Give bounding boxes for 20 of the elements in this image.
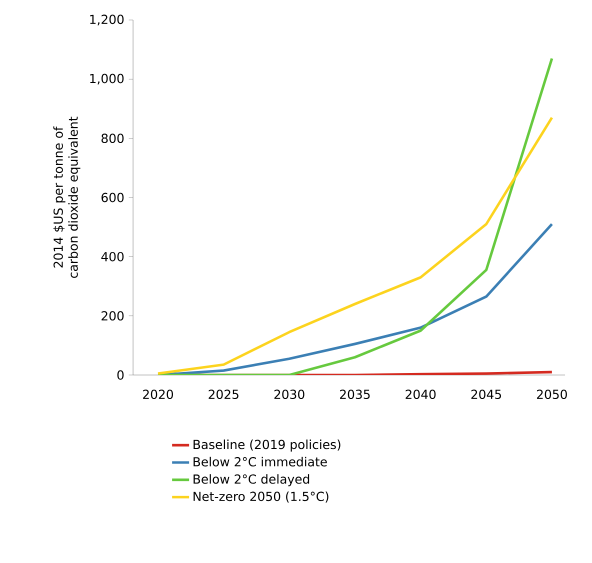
- y-tick-label: 1,000: [90, 74, 124, 85]
- legend-label: Below 2°C delayed: [194, 474, 310, 486]
- legend-label: Baseline (2019 policies): [194, 440, 340, 452]
- line-series: [156, 116, 554, 375]
- y-tick-label: 600: [102, 192, 124, 202]
- x-tick-label: 2030: [274, 390, 304, 400]
- x-tick-label: 2035: [340, 390, 370, 400]
- legend-label: Below 2°C immediate: [194, 456, 327, 466]
- y-tick-label: 800: [102, 134, 124, 144]
- x-tick-label: 2045: [471, 390, 502, 400]
- x-tick-label: 2050: [536, 390, 567, 400]
- y-tick-label: 200: [102, 311, 124, 321]
- legend-label: Net-zero 2050 (1.5°C): [194, 491, 328, 503]
- x-tick-label: 2025: [208, 390, 238, 400]
- y-tick-label: 1,200: [90, 14, 124, 26]
- y-tick-label: 400: [101, 252, 124, 262]
- y-axis-title: 2014 $US per tonne of carbon dioxide equivalent: [53, 116, 80, 278]
- x-tick-label: 2040: [406, 390, 436, 400]
- y-tick-label: 0: [117, 370, 124, 380]
- x-tick-label: 2020: [143, 390, 174, 400]
